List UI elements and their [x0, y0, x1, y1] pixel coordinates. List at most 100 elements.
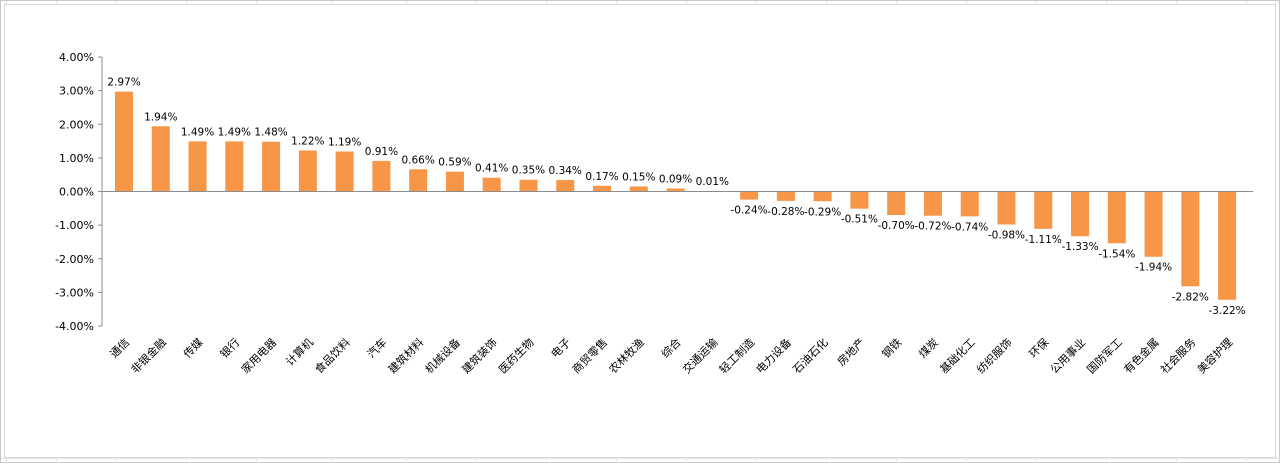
x-tick-label: 商贸零售: [569, 335, 610, 376]
y-tick-label: -3.00%: [55, 286, 94, 299]
data-label: -1.54%: [1098, 248, 1135, 260]
bar: [151, 126, 170, 192]
y-tick-label: 0.00%: [59, 186, 94, 199]
data-label: 0.35%: [512, 165, 545, 177]
x-tick-label: 汽车: [364, 335, 389, 360]
data-label: 1.49%: [181, 126, 214, 138]
x-tick-label: 家用电器: [238, 335, 279, 376]
x-tick-label: 美容护理: [1194, 335, 1235, 376]
data-label: 1.48%: [254, 127, 287, 139]
data-label: 1.94%: [144, 111, 177, 123]
data-label: 1.19%: [328, 136, 361, 148]
x-tick-label: 轻工制造: [716, 335, 757, 376]
bar-chart: 4.00% 3.00% 2.00% 1.00% 0.00% -1.00% -2.00% -3.…: [55, 51, 1254, 376]
x-tick-label: 综合: [658, 335, 683, 360]
data-label: 0.59%: [438, 157, 471, 169]
x-tick-label: 公用事业: [1048, 336, 1088, 376]
data-label: -1.11%: [1025, 234, 1062, 246]
x-tick-label: 计算机: [283, 335, 316, 368]
bar: [1181, 191, 1200, 287]
x-tick-label: 基础化工: [937, 335, 978, 376]
x-tick-label: 建筑材料: [385, 335, 426, 376]
data-label: -3.22%: [1209, 305, 1246, 317]
x-tick-label: 房地产: [834, 335, 867, 368]
bar: [629, 186, 648, 192]
y-tick-label: 1.00%: [59, 152, 94, 165]
data-label: 2.97%: [107, 77, 140, 89]
bar: [298, 150, 317, 192]
data-label: 0.41%: [475, 163, 508, 175]
x-tick-label: 有色金属: [1121, 335, 1162, 376]
x-tick-label: 社会服务: [1157, 335, 1198, 376]
data-label: 0.34%: [549, 165, 582, 177]
bar: [997, 191, 1016, 225]
bar: [1071, 191, 1090, 237]
x-tick-label: 建筑装饰: [459, 335, 500, 376]
data-label: -0.72%: [914, 221, 951, 233]
data-label: -0.98%: [988, 229, 1025, 241]
y-tick-label: -4.00%: [55, 320, 94, 333]
x-tick-label: 石油石化: [790, 335, 831, 376]
x-tick-label: 通信: [107, 336, 132, 361]
bar: [482, 177, 501, 192]
bar: [372, 160, 391, 192]
x-tick-label: 农林牧渔: [606, 335, 647, 376]
x-tick-label: 钢铁: [880, 336, 905, 361]
bar: [1144, 191, 1163, 257]
x-tick-label: 电子: [549, 336, 574, 361]
data-label: 1.49%: [218, 126, 251, 138]
data-label: -0.28%: [767, 206, 804, 218]
data-label: -2.82%: [1172, 291, 1209, 303]
data-label: -0.29%: [804, 206, 841, 218]
x-tick-label: 银行: [217, 335, 242, 360]
bar: [519, 179, 538, 192]
x-tick-label: 机械设备: [422, 335, 463, 376]
chart-area[interactable]: 4.00% 3.00% 2.00% 1.00% 0.00% -1.00% -2.00% -3.…: [4, 4, 1276, 458]
data-label: -0.70%: [878, 220, 915, 232]
bar: [1034, 191, 1053, 229]
bar: [1107, 191, 1126, 244]
data-label: -1.94%: [1135, 262, 1172, 274]
bar: [740, 191, 759, 200]
bar: [1218, 191, 1237, 300]
bar: [666, 188, 685, 192]
x-tick-label: 医药生物: [496, 335, 537, 376]
bar: [262, 141, 281, 192]
data-label: 0.15%: [622, 171, 655, 183]
bar: [445, 171, 464, 192]
x-tick-label: 非银金融: [128, 335, 169, 376]
x-tick-label: 环保: [1026, 335, 1051, 360]
x-tick-label: 传媒: [181, 336, 206, 361]
bar: [850, 191, 869, 209]
x-tick-label: 煤炭: [916, 336, 941, 361]
bar: [335, 151, 354, 192]
bar: [776, 191, 795, 201]
sheet-grid-line: [1, 458, 1280, 459]
bar: [813, 191, 832, 202]
data-label: -1.33%: [1061, 241, 1098, 253]
data-label: 1.22%: [291, 135, 324, 147]
data-label: 0.17%: [585, 171, 618, 183]
bar: [887, 191, 906, 216]
y-tick-label: -2.00%: [55, 253, 94, 266]
bar: [556, 180, 575, 192]
bar: [409, 169, 428, 192]
data-label: 0.01%: [696, 176, 729, 188]
x-tick-label: 食品饮料: [312, 335, 353, 376]
bar: [593, 185, 612, 192]
data-label: -0.24%: [731, 205, 768, 217]
data-label: 0.91%: [365, 146, 398, 158]
bar: [225, 141, 244, 192]
x-tick-label: 国防军工: [1084, 335, 1125, 376]
bar: [960, 191, 979, 217]
bar: [923, 191, 942, 216]
data-label: 0.66%: [401, 154, 434, 166]
data-label: 0.09%: [659, 173, 692, 185]
data-label: -0.51%: [841, 214, 878, 226]
y-tick-label: 3.00%: [59, 85, 94, 98]
y-tick-label: 2.00%: [59, 118, 94, 131]
data-label: -0.74%: [951, 221, 988, 233]
bar: [115, 91, 133, 192]
y-tick-label: 4.00%: [59, 51, 94, 64]
x-tick-label: 电力设备: [753, 335, 794, 376]
